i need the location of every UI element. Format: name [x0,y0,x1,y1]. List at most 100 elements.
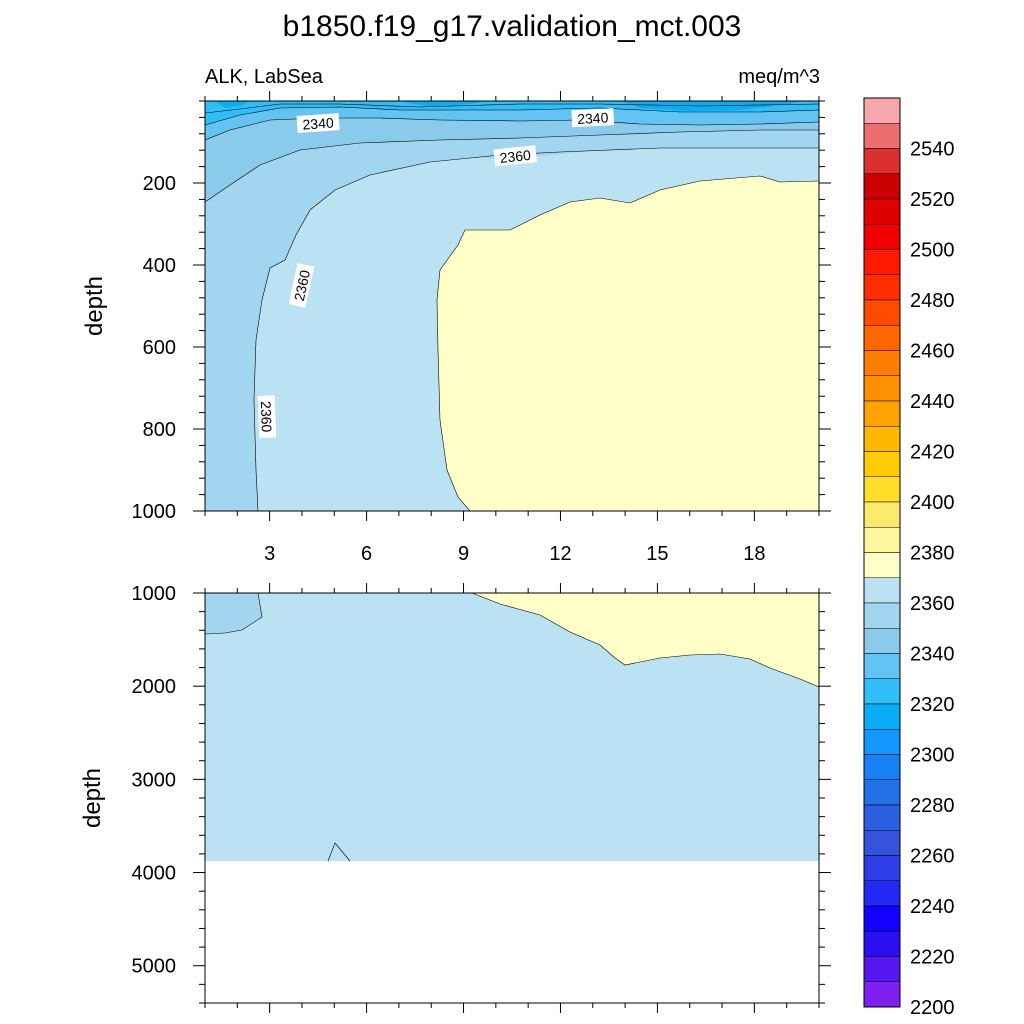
x-tick-label: 3 [264,543,275,565]
colorbar-swatch [863,350,901,376]
contour-label: 2360 [493,145,537,167]
y-tick-label: 2000 [132,676,177,698]
y-tick-label: 400 [143,255,176,277]
chart-title: b1850.f19_g17.validation_mct.003 [283,10,742,43]
colorbar-swatch [863,779,901,806]
x-tick-label: 15 [646,543,668,565]
colorbar-swatch [863,426,901,452]
colorbar: 2540 2520 2500 2480 2460 2440 2420 2400 2380 2360… [863,97,955,1019]
colorbar-swatch [863,400,901,427]
colorbar-swatch [863,830,901,856]
contour-label-bg [493,145,537,167]
contour-label-text: 2360 [291,268,313,302]
y-tick-label: 200 [143,173,176,195]
colorbar-swatch [863,804,901,831]
lower-contour-lines [205,593,819,862]
y-tick-label: 1000 [132,501,177,523]
y-tick-label: 800 [143,419,176,441]
colorbar-swatch [863,905,901,932]
y-tick-label: 4000 [132,863,177,885]
colorbar-swatch [863,249,901,275]
colorbar-label: 2320 [910,694,955,716]
lower-panel: 1000 2000 3000 4000 5000 depth [79,583,831,1013]
colorbar-swatch [863,754,901,780]
colorbar-swatch [863,148,901,174]
x-tick-label: 18 [743,543,765,565]
upper-plot-frame [204,100,820,512]
contour-label: 2340 [296,113,340,133]
y-tick-label: 3000 [132,769,177,791]
upper-region-2320 [215,101,800,111]
colorbar-swatch [863,198,901,225]
colorbar-label: 2280 [910,795,955,817]
contour-label-text: 2340 [302,114,334,132]
contour-label-bg [288,263,315,308]
x-tick-label: 9 [458,543,469,565]
colorbar-swatch [863,729,901,755]
colorbar-label: 2540 [910,139,955,161]
colorbar-swatch [863,602,901,629]
colorbar-swatch [863,451,901,477]
contour-label-bg [257,395,277,438]
upper-ylabel: depth [81,276,108,336]
colorbar-swatch [863,956,901,982]
x-tick-label: 12 [549,543,571,565]
upper-contour-lines [205,103,819,511]
contour-label-bg [571,108,615,128]
colorbar-swatch [863,123,901,149]
upper-region-2380 [437,176,819,511]
colorbar-label: 2380 [910,543,955,565]
colorbar-swatch [863,880,901,907]
lower-ylabel: depth [79,768,106,828]
upper-contour-labels: 2340 2340 2360 2360 2360 [257,108,615,438]
upper-panel: 2340 2340 2360 2360 2360 3 6 9 12 15 18 200 400 600 8… [81,91,831,565]
colorbar-swatch [863,931,901,957]
colorbar-swatch [863,501,901,528]
colorbar-swatch [863,552,901,578]
colorbar-swatch [863,577,901,604]
colorbar-label: 2220 [910,947,955,969]
colorbar-frame [863,97,901,1008]
colorbar-swatch [863,325,901,351]
contour-label-text: 2360 [258,401,275,433]
y-tick-label: 5000 [132,956,177,978]
contour-label-bg [296,113,340,133]
colorbar-swatch [863,527,901,553]
colorbar-swatch [863,224,901,250]
contour-label: 2340 [571,108,615,128]
upper-contour-fill [205,101,819,511]
colorbar-swatch [863,703,901,730]
contour-label-text: 2360 [499,147,532,166]
colorbar-swatch [863,476,901,503]
lower-contour-fill [205,593,819,1003]
colorbar-label: 2260 [910,846,955,868]
colorbar-swatch [863,173,901,200]
colorbar-label: 2440 [910,391,955,413]
colorbar-swatch [863,678,901,705]
colorbar-label: 2500 [910,240,955,262]
x-tick-label: 6 [361,543,372,565]
field-region-label: ALK, LabSea [205,66,324,88]
colorbar-swatch [863,855,901,881]
y-tick-label: 600 [143,337,176,359]
colorbar-label: 2420 [910,442,955,464]
lower-region-2380 [472,593,819,687]
colorbar-label: 2400 [910,492,955,514]
colorbar-label: 2360 [910,593,955,615]
units-label: meq/m^3 [738,66,820,88]
lower-axes: 1000 2000 3000 4000 5000 [132,583,831,1013]
colorbar-swatch [863,274,901,301]
colorbar-label: 2520 [910,189,955,211]
colorbar-label: 2300 [910,745,955,767]
upper-region-2345 [205,101,819,202]
colorbar-swatch [863,653,901,679]
colorbar-swatch [863,981,901,1008]
colorbar-label: 2340 [910,644,955,666]
y-tick-label: 1000 [132,583,177,605]
colorbar-swatch [863,375,901,402]
colorbar-label: 2460 [910,341,955,363]
contour-label: 2360 [288,263,315,308]
colorbar-swatch [863,97,901,124]
contour-label: 2360 [257,395,277,438]
